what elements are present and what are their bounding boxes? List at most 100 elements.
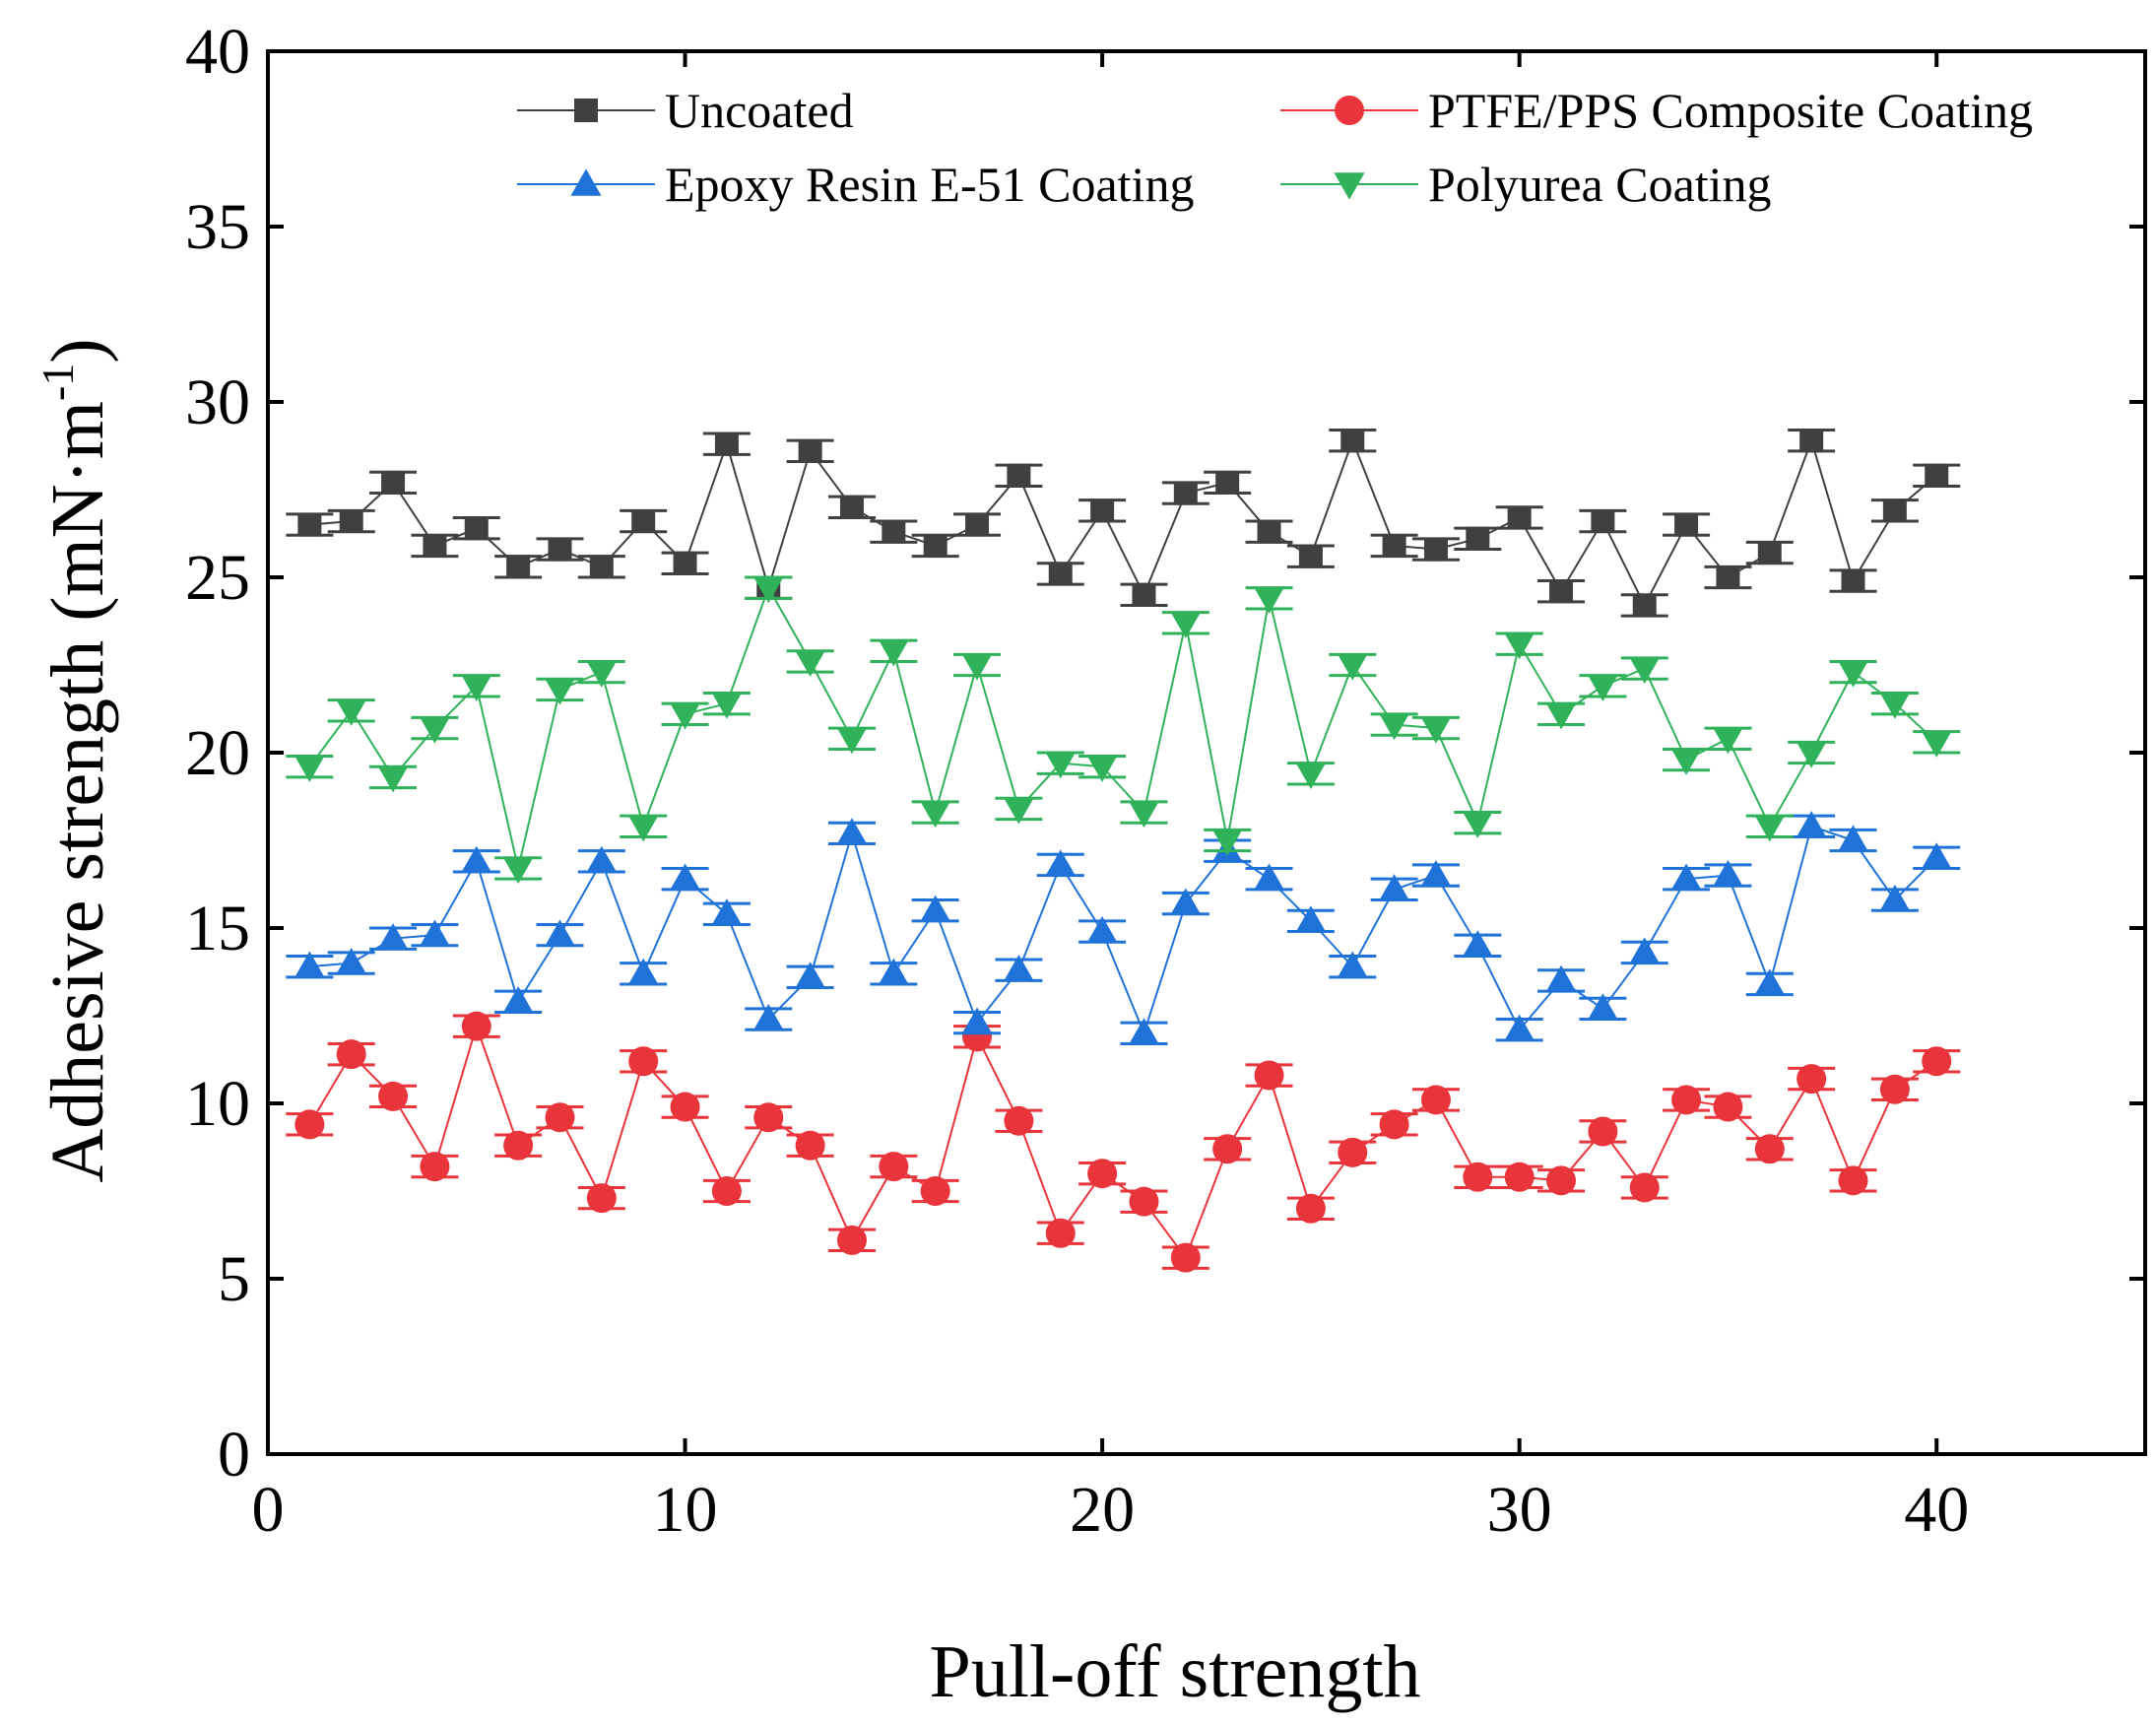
data-point <box>1132 582 1156 607</box>
data-point <box>1423 537 1448 562</box>
y-tick-label: 30 <box>185 366 250 438</box>
data-point <box>795 962 826 989</box>
data-point <box>1048 562 1073 586</box>
data-point <box>1754 968 1786 996</box>
legend-marker <box>1334 172 1365 200</box>
data-point <box>1338 1137 1368 1167</box>
data-point <box>1170 611 1202 638</box>
data-point <box>669 702 701 730</box>
data-point <box>1796 741 1827 768</box>
data-point <box>502 856 534 885</box>
data-point <box>1879 1074 1910 1104</box>
data-point <box>461 674 492 701</box>
data-point <box>586 845 618 874</box>
data-point <box>506 555 531 579</box>
legend-label: Uncoated <box>665 83 854 138</box>
data-point <box>879 1152 909 1182</box>
legend-label: Epoxy Resin E-51 Coating <box>665 157 1194 212</box>
data-point <box>1882 498 1907 523</box>
data-point <box>1090 498 1115 523</box>
data-point <box>1507 505 1532 530</box>
data-point <box>920 895 951 922</box>
data-point <box>1629 937 1661 964</box>
data-point <box>795 1130 825 1161</box>
y-tick-label: 40 <box>185 16 250 88</box>
data-point <box>419 716 451 744</box>
data-point <box>294 1109 325 1140</box>
data-point <box>1799 429 1824 453</box>
data-point <box>1004 1105 1034 1136</box>
data-point <box>1837 660 1869 688</box>
y-tick-label: 20 <box>185 717 250 789</box>
data-point <box>1754 1134 1785 1164</box>
data-point <box>1504 1014 1535 1041</box>
data-point <box>1170 1242 1201 1273</box>
x-tick-label: 40 <box>1904 1474 1969 1546</box>
data-point <box>377 923 409 951</box>
data-point <box>1295 762 1327 789</box>
data-point <box>1591 509 1615 534</box>
data-point <box>1629 1172 1660 1203</box>
data-point <box>1087 1159 1118 1189</box>
data-point <box>1925 463 1949 488</box>
data-point <box>1340 429 1365 453</box>
data-point <box>1170 888 1202 915</box>
data-point <box>589 555 614 579</box>
x-tick-label: 10 <box>653 1474 718 1546</box>
data-point <box>1253 586 1285 614</box>
data-point <box>1671 1085 1702 1115</box>
legend-marker <box>570 168 602 196</box>
data-point <box>1587 674 1618 701</box>
data-point <box>752 575 784 604</box>
legend-marker <box>574 99 598 122</box>
series-line <box>309 437 1937 608</box>
data-point <box>1128 800 1160 829</box>
legend: Uncoated PTFE/PPS Composite Coating Epoxy … <box>517 83 2033 212</box>
y-tick-label: 5 <box>218 1243 250 1315</box>
data-point <box>961 1007 993 1034</box>
data-point <box>545 1102 575 1133</box>
data-point <box>1254 1060 1284 1091</box>
data-point <box>1838 1165 1868 1196</box>
data-point <box>965 512 990 537</box>
data-point <box>673 551 697 575</box>
series-ptfe-pps-composite-coating <box>286 1011 1961 1273</box>
y-tick-label: 0 <box>218 1419 250 1491</box>
data-point <box>1462 811 1493 838</box>
data-point <box>1337 951 1368 978</box>
data-point <box>1670 748 1702 775</box>
y-tick-label: 25 <box>185 542 250 614</box>
data-point <box>1757 541 1782 565</box>
data-point <box>1921 842 1952 870</box>
legend-item: Polyurea Coating <box>1280 157 1772 212</box>
data-point <box>336 1039 366 1070</box>
data-point <box>1257 519 1281 544</box>
data-point <box>878 639 909 667</box>
data-point <box>544 678 576 705</box>
data-point <box>711 692 743 719</box>
x-axis-title: Pull-off strength <box>930 1630 1421 1713</box>
data-point <box>1587 993 1618 1021</box>
data-point <box>920 800 951 829</box>
data-point <box>1921 730 1952 758</box>
axes: 0 10 20 30 40 0 5 10 15 20 25 30 35 40 <box>185 16 2147 1546</box>
series-line <box>309 825 1937 1036</box>
y-axis-title: Adhesive strength (mN·m-1) <box>33 338 119 1182</box>
series-polyurea-coating <box>286 575 1961 885</box>
data-point <box>294 755 325 782</box>
data-point <box>1712 860 1744 888</box>
data-point <box>752 1003 784 1031</box>
data-point <box>878 958 909 985</box>
data-point <box>1003 955 1034 982</box>
data-point <box>1545 702 1577 730</box>
data-point <box>631 509 656 534</box>
data-point <box>798 438 822 463</box>
data-point <box>1674 512 1699 537</box>
data-point <box>377 765 409 793</box>
data-point <box>503 1130 534 1161</box>
data-point <box>420 1152 450 1182</box>
data-point <box>1837 825 1869 852</box>
data-point <box>923 533 947 558</box>
data-point <box>1420 860 1452 888</box>
